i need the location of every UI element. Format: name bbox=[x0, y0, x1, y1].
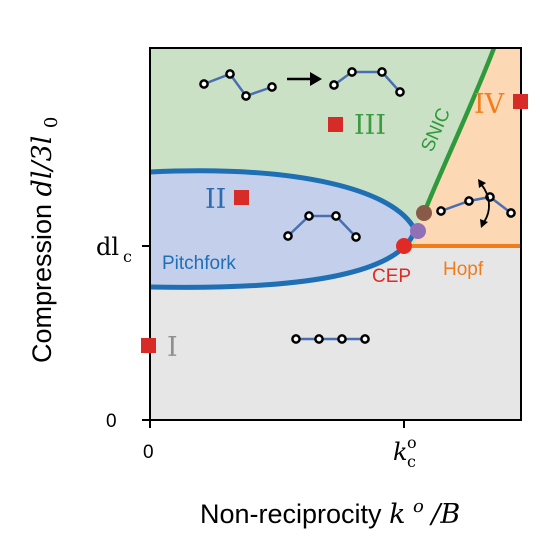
y-tick-label-dlc: dl c bbox=[96, 233, 132, 266]
dlc-sub: c bbox=[123, 247, 132, 266]
y-axis-label-math-sub: 0 bbox=[41, 117, 62, 128]
x-axis-label: Non-reciprocity k o /B bbox=[200, 488, 460, 530]
region-II-fill bbox=[150, 170, 415, 288]
x-axis-label-text: Non-reciprocity bbox=[200, 499, 389, 529]
chain-region-III-left bbox=[199, 69, 277, 101]
marker-II bbox=[234, 190, 249, 205]
chain-region-IV bbox=[436, 192, 516, 218]
brown-point bbox=[416, 205, 432, 221]
region-label-III: III bbox=[354, 110, 386, 141]
region-label-IV: IV bbox=[474, 89, 505, 120]
marker-III bbox=[328, 117, 343, 132]
x-tick-label-kc: k o c bbox=[393, 433, 417, 471]
pitchfork-label: Pitchfork bbox=[162, 253, 236, 274]
chain-region-I bbox=[291, 334, 370, 344]
rotate-arrow-icon bbox=[478, 179, 490, 228]
x-axis-label-math-tail: /B bbox=[428, 499, 460, 530]
dlc-main: dl bbox=[96, 233, 119, 261]
snic-curve bbox=[421, 47, 497, 214]
hopf-label: Hopf bbox=[443, 259, 484, 280]
purple-point bbox=[410, 223, 426, 239]
kc-sub: c bbox=[407, 452, 416, 471]
kc-sup: o bbox=[407, 433, 417, 452]
cep-label: CEP bbox=[372, 266, 411, 287]
marker-I bbox=[141, 338, 156, 353]
arrow-right-icon bbox=[287, 72, 322, 86]
region-label-II: II bbox=[205, 184, 226, 215]
chain-region-II bbox=[283, 211, 361, 242]
x-tick-label-zero: 0 bbox=[143, 442, 154, 463]
x-axis-label-math-sup: o bbox=[413, 496, 424, 517]
plot-frame bbox=[149, 47, 522, 421]
x-axis-label-math: k bbox=[389, 499, 405, 530]
marker-IV bbox=[513, 94, 528, 109]
region-label-I: I bbox=[167, 332, 178, 363]
y-axis-label-math: dl/3l bbox=[27, 136, 58, 197]
kc-main: k bbox=[393, 438, 408, 466]
chain-region-III-right bbox=[329, 67, 405, 97]
y-tick-label-zero: 0 bbox=[106, 411, 117, 432]
cep-point bbox=[396, 238, 412, 254]
y-axis-label: Compression dl/3l 0 bbox=[27, 117, 62, 363]
y-axis-label-text: Compression bbox=[27, 196, 57, 363]
